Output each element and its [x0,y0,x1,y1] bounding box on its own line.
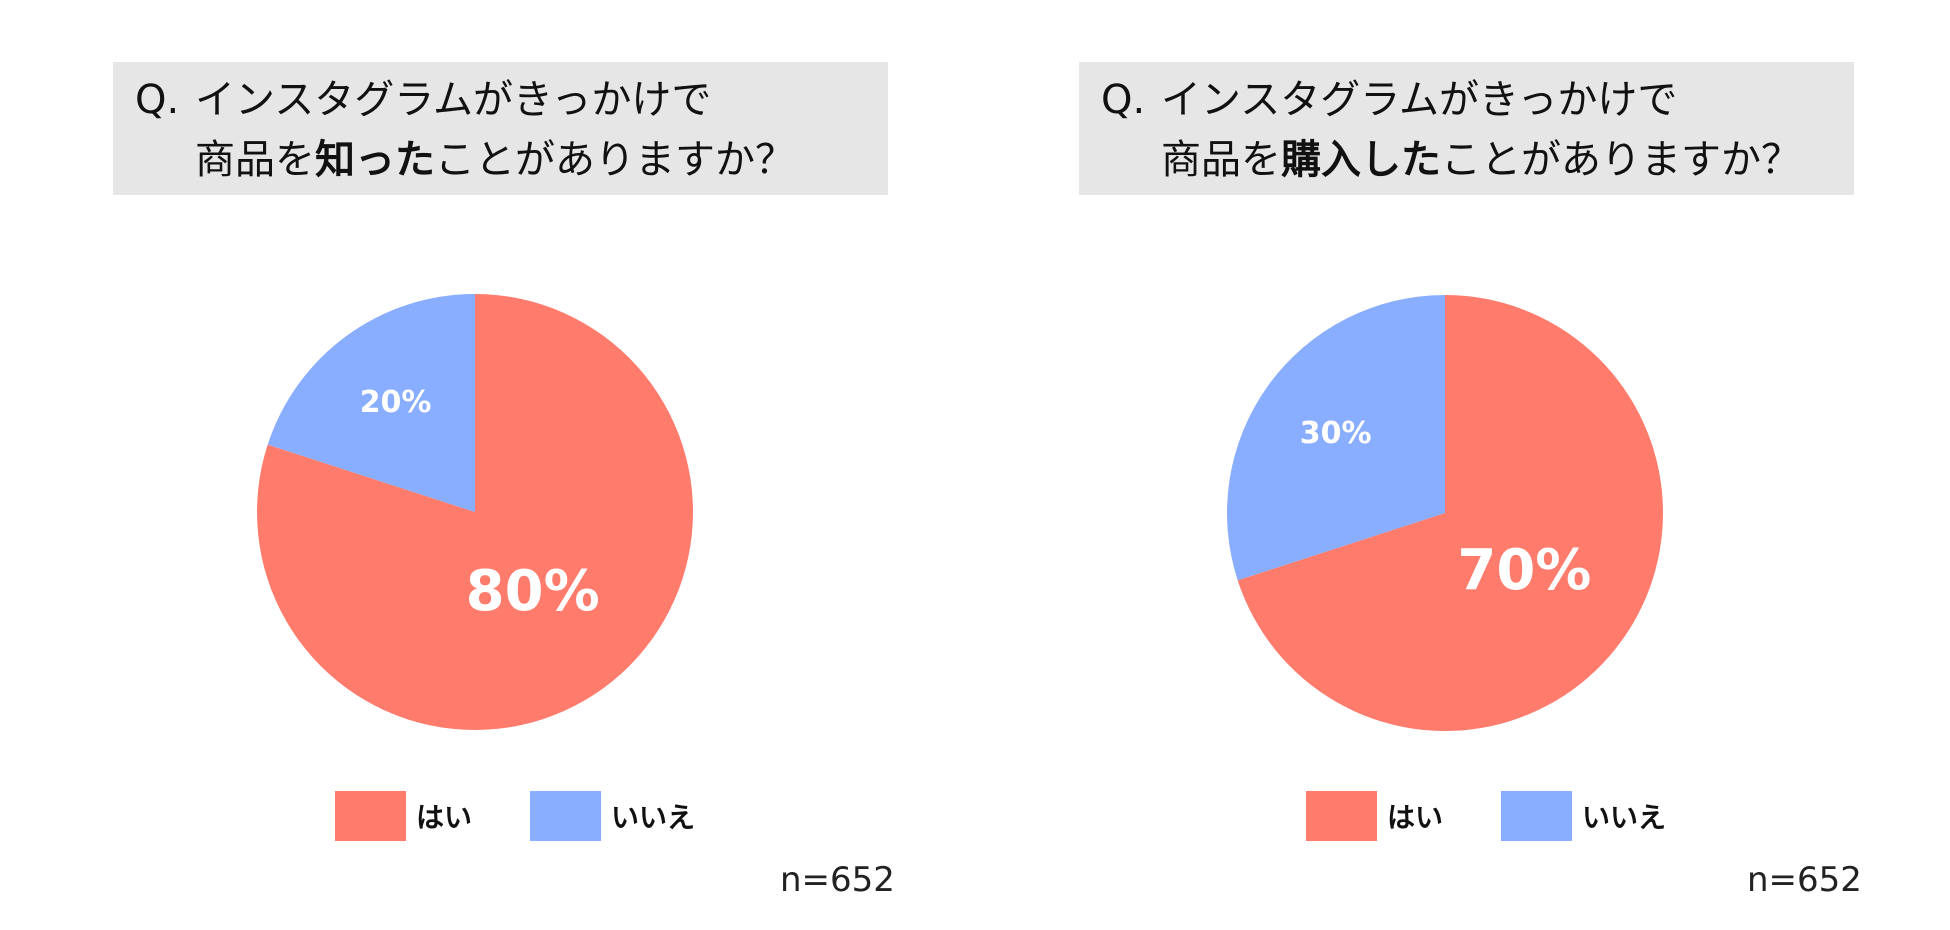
legend-item-yes: はい [335,791,472,841]
question-text-after: ことがありますか？ [1441,137,1801,183]
legend: はい いいえ [335,790,753,842]
pie-label-yes: 80% [466,559,600,624]
pie-label-yes: 70% [1457,538,1591,603]
question-text-line-1: インスタグラムがきっかけで [195,77,712,123]
question-line-2: 商品を 購入した ことがありますか？ [1101,130,1854,190]
question-prefix: Q. [135,77,180,123]
legend-label-no: いいえ [611,801,696,834]
legend-swatch-yes [1306,791,1377,841]
question-text-emphasis: 知った [315,137,435,183]
question-box: Q. インスタグラムがきっかけで 商品を 購入した ことがありますか？ [1079,62,1854,195]
legend-item-no: いいえ [530,791,695,841]
pie-slice-yes [256,294,693,730]
pie-label-no: 30% [1300,416,1372,451]
pie-chart: 70% 30% [1226,295,1663,731]
pie-slice-yes [1237,295,1663,731]
question-text-emphasis: 購入した [1281,137,1441,183]
sample-size: n=652 [780,860,895,900]
legend-label-no: いいえ [1582,801,1667,834]
question-text-before: 商品を [1161,137,1281,183]
chart-panel-purchased: Q. インスタグラムがきっかけで 商品を 購入した ことがありますか？ 70% 30… [975,0,1950,930]
question-text-after: ことがありますか？ [435,137,795,183]
question-prefix: Q. [1101,77,1146,123]
question-text-line-1: インスタグラムがきっかけで [1161,77,1678,123]
question-line-2: 商品を 知った ことがありますか？ [135,130,888,190]
legend-label-yes: はい [1387,801,1444,834]
legend-swatch-no [1501,791,1573,841]
pie-slice-no [1226,295,1445,581]
legend-swatch-no [530,791,602,841]
pie-slice-no [267,294,475,512]
sample-size: n=652 [1747,860,1862,900]
pie-chart: 80% 20% [256,294,693,730]
legend-item-no: いいえ [1501,791,1666,841]
question-line-1: Q. インスタグラムがきっかけで [1101,70,1854,130]
legend-item-yes: はい [1306,791,1443,841]
question-line-1: Q. インスタグラムがきっかけで [135,70,888,130]
question-box: Q. インスタグラムがきっかけで 商品を 知った ことがありますか？ [113,62,888,195]
legend-label-yes: はい [416,801,473,834]
pie-label-no: 20% [360,385,432,420]
chart-panel-known: Q. インスタグラムがきっかけで 商品を 知った ことがありますか？ 80% 20%… [113,62,895,900]
question-text-before: 商品を [195,137,315,183]
legend-swatch-yes [335,791,406,841]
legend: はい いいえ [1306,790,1724,842]
